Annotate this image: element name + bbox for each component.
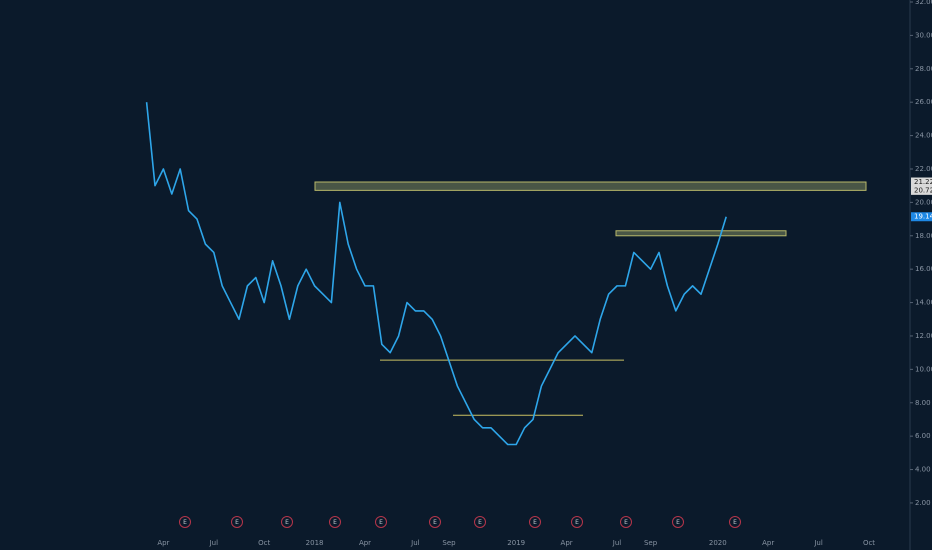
earnings-marker <box>529 516 541 528</box>
earnings-label: E <box>183 519 187 526</box>
x-tick-label: Apr <box>157 539 169 547</box>
x-tick-label: 2018 <box>306 539 324 547</box>
y-tick-label: 8.00 <box>915 399 931 407</box>
x-tick-label: Apr <box>359 539 371 547</box>
earnings-marker <box>672 516 684 528</box>
y-tick-label: 16.00 <box>915 265 932 273</box>
price-label-box <box>911 177 932 187</box>
y-tick-label: 30.00 <box>915 31 932 39</box>
price-label: 19.14 <box>914 213 932 221</box>
earnings-label: E <box>676 519 680 526</box>
y-tick-label: 12.00 <box>915 332 932 340</box>
x-tick-label: Jul <box>612 539 622 547</box>
y-tick-label: 18.00 <box>915 232 932 240</box>
earnings-marker <box>474 516 486 528</box>
x-tick-label: Apr <box>561 539 573 547</box>
earnings-marker <box>179 516 191 528</box>
earnings-label: E <box>433 519 437 526</box>
earnings-marker <box>571 516 583 528</box>
y-tick-label: 10.00 <box>915 365 932 373</box>
earnings-label: E <box>379 519 383 526</box>
earnings-marker <box>620 516 632 528</box>
price-label: 21.22 <box>914 178 932 186</box>
price-line <box>145 102 727 446</box>
earnings-marker <box>429 516 441 528</box>
resistance-zone <box>615 230 787 237</box>
earnings-label: E <box>733 519 737 526</box>
x-tick-label: Oct <box>258 539 270 547</box>
x-tick-label: Jul <box>410 539 420 547</box>
earnings-label: E <box>575 519 579 526</box>
y-tick-label: 32.00 <box>915 0 932 6</box>
earnings-marker <box>231 516 243 528</box>
price-label-box <box>911 212 932 222</box>
x-tick-label: Jul <box>813 539 823 547</box>
y-tick-label: 6.00 <box>915 432 931 440</box>
x-tick-label: Apr <box>762 539 774 547</box>
y-tick-label: 24.00 <box>915 132 932 140</box>
y-tick-label: 2.00 <box>915 499 931 507</box>
x-tick-label: Oct <box>863 539 875 547</box>
earnings-label: E <box>533 519 537 526</box>
y-tick-label: 4.00 <box>915 466 931 474</box>
resistance-zone <box>314 181 867 191</box>
earnings-marker <box>281 516 293 528</box>
price-label: 20.72 <box>914 186 932 194</box>
earnings-label: E <box>235 519 239 526</box>
y-tick-label: 28.00 <box>915 65 932 73</box>
price-label-box <box>911 185 932 195</box>
x-tick-label: Sep <box>442 539 456 547</box>
x-tick-label: 2020 <box>709 539 727 547</box>
x-tick-label: Sep <box>644 539 658 547</box>
earnings-marker <box>329 516 341 528</box>
earnings-label: E <box>478 519 482 526</box>
x-tick-label: 2019 <box>507 539 525 547</box>
y-tick-label: 14.00 <box>915 299 932 307</box>
y-tick-label: 26.00 <box>915 98 932 106</box>
earnings-marker <box>729 516 741 528</box>
y-tick-label: 22.00 <box>915 165 932 173</box>
x-tick-label: Jul <box>209 539 219 547</box>
earnings-label: E <box>333 519 337 526</box>
earnings-label: E <box>285 519 289 526</box>
earnings-label: E <box>624 519 628 526</box>
earnings-marker <box>375 516 387 528</box>
y-tick-label: 20.00 <box>915 198 932 206</box>
